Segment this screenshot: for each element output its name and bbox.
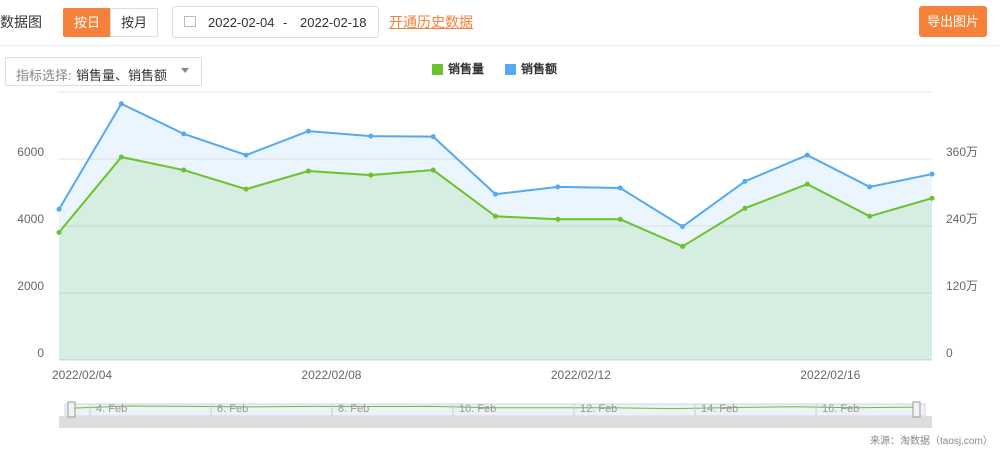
data-point (305, 168, 311, 174)
legend-swatch (505, 64, 516, 75)
data-point (555, 184, 561, 190)
data-point (617, 216, 623, 222)
toolbar: 数据图 按日 按月 2022-02-04 - 2022-02-18 开通历史数据… (0, 0, 1000, 46)
date-end: 2022-02-18 (300, 15, 367, 30)
data-point (430, 167, 436, 173)
zoom-label: 8. Feb (338, 403, 369, 415)
data-point (493, 191, 498, 197)
calendar-icon (184, 16, 196, 27)
zoom-handle[interactable] (67, 401, 76, 418)
month-button[interactable]: 按月 (110, 8, 158, 37)
data-point (181, 167, 187, 173)
history-link[interactable]: 开通历史数据 (389, 14, 473, 30)
zoom-label: 14. Feb (701, 403, 738, 415)
series-area (59, 156, 932, 360)
selector-value: 销售量、销售额 (76, 68, 168, 83)
y2-tick-label: 120万 (946, 279, 978, 293)
metric-selector[interactable]: 指标选择: 销售量、销售额 (5, 57, 202, 86)
source: 来源：淘数据（taosj.com） (870, 436, 993, 447)
data-point (430, 134, 436, 140)
y2-tick-label: 0 (946, 346, 953, 360)
y-tick-label: 0 (37, 346, 44, 360)
data-point (368, 133, 374, 139)
data-point (804, 152, 810, 158)
zoom-label: 4. Feb (96, 403, 127, 415)
data-point (617, 185, 623, 191)
x-tick-label: 2022/02/16 (800, 368, 860, 382)
date-separator: - (283, 15, 288, 30)
data-point (680, 224, 686, 230)
data-point (742, 178, 748, 184)
legend-swatch (432, 64, 443, 75)
day-button[interactable]: 按日 (63, 8, 111, 37)
scrollbar[interactable] (59, 416, 932, 428)
date-start: 2022-02-04 (208, 15, 275, 30)
data-point (867, 213, 873, 219)
x-tick-label: 2022/02/04 (52, 368, 112, 382)
data-point (804, 181, 810, 187)
y-tick-label: 4000 (17, 212, 44, 226)
legend-label: 销售量 (448, 61, 484, 76)
legend-label: 销售额 (521, 61, 557, 76)
data-point (929, 195, 935, 201)
data-point (555, 216, 561, 222)
data-point (867, 184, 873, 190)
y-tick-label: 2000 (17, 279, 44, 293)
data-point (742, 205, 748, 211)
x-tick-label: 2022/02/12 (551, 368, 611, 382)
title: 数据图 (0, 14, 42, 30)
export-button[interactable]: 导出图片 (919, 6, 987, 37)
data-point (243, 186, 249, 192)
zoom-label: 6. Feb (217, 403, 248, 415)
y2-tick-label: 240万 (946, 212, 978, 226)
x-tick-label: 2022/02/08 (301, 368, 361, 382)
y-tick-label: 6000 (17, 145, 44, 159)
data-point (118, 101, 124, 107)
date-range[interactable]: 2022-02-04 - 2022-02-18 (172, 6, 379, 38)
zoom-label: 16. Feb (822, 403, 859, 415)
data-point (929, 171, 935, 177)
series-area (59, 103, 932, 360)
data-point (680, 243, 686, 249)
data-point (56, 206, 62, 212)
data-point (56, 229, 62, 235)
data-point (243, 152, 249, 158)
data-point (493, 213, 498, 219)
zoom-handle[interactable] (912, 401, 921, 418)
dropdown-arrow (181, 68, 189, 77)
y2-tick-label: 360万 (946, 145, 978, 159)
selector-label: 指标选择: (16, 68, 72, 83)
zoom-label: 12. Feb (580, 403, 617, 415)
data-point (305, 128, 311, 134)
data-point (368, 172, 374, 178)
data-point (181, 131, 187, 137)
data-point (118, 154, 124, 160)
zoom-label: 10. Feb (459, 403, 496, 415)
